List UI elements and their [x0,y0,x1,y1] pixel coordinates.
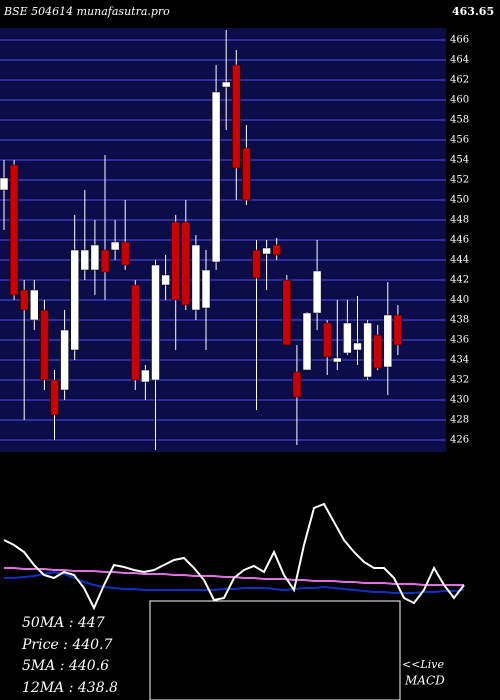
y-tick-label: 438 [450,315,469,326]
y-tick-label: 448 [450,215,469,226]
y-tick-label: 454 [450,155,469,166]
indicator-line [3,502,465,611]
y-tick-label: 426 [450,435,469,446]
info-text: 12MA : 438.8 [22,680,118,696]
candle-body [171,221,180,301]
candle-body [131,284,140,381]
candle-body [353,342,362,351]
candle-body [312,270,322,314]
candle-body [333,357,342,363]
candle-body [302,312,312,371]
macd-live: <<Live [402,658,444,671]
candle-body [262,247,271,255]
candle-body [161,274,170,286]
y-tick-label: 436 [450,335,469,346]
candle-body [30,289,39,321]
y-tick-label: 456 [450,135,469,146]
y-tick-label: 452 [450,175,469,186]
candle-body [343,322,352,354]
candle-body [50,379,59,416]
y-tick-label: 432 [450,375,469,386]
info-text: 5MA : 440.6 [22,658,109,674]
candle-body [40,309,49,381]
candle-body [363,322,372,378]
candle-body [9,164,19,296]
info-text: Price : 440.7 [21,637,113,653]
candle-body [232,64,241,169]
y-tick-label: 450 [450,195,469,206]
candle-body [272,244,281,256]
candle-body [211,91,221,263]
chart-title: BSE 504614 munafasutra.pro [3,5,170,18]
y-tick-label: 442 [450,275,469,286]
candle-body [70,249,79,351]
y-tick-label: 440 [450,295,469,306]
candle-body [0,177,9,191]
candle-body [292,371,302,398]
candle-body [242,147,251,201]
y-tick-label: 434 [450,355,469,366]
candle-body [110,241,120,251]
indicator-line [4,570,465,594]
y-tick-label: 458 [450,115,469,126]
candle-body [141,369,150,383]
candle-body [151,264,160,381]
candle-body [282,279,292,346]
candle-body [252,249,261,279]
candle-body [221,81,231,88]
candle-body [393,314,403,346]
y-tick-label: 466 [450,35,469,46]
macd-label: MACD [404,674,445,688]
y-tick-label: 460 [450,95,469,106]
candle-body [191,244,201,311]
y-tick-label: 446 [450,235,469,246]
marks [0,30,465,611]
y-tick-label: 444 [450,255,469,266]
candle-body [181,221,191,306]
y-tick-label: 430 [450,395,469,406]
candle-body [60,329,69,391]
candle-body [100,249,110,273]
candle-body [19,289,29,311]
candle-body [373,334,382,369]
top-label: 463.65 [452,5,494,18]
candle-body [201,269,211,309]
candle-body [322,322,332,358]
candle-body [383,314,393,368]
y-tick-label: 462 [450,75,469,86]
y-tick-label: 428 [450,415,469,426]
info-text: 50MA : 447 [22,615,105,631]
candle-body [90,244,100,271]
candle-body [120,241,130,266]
macd-box [149,600,401,700]
candle-body [80,249,90,271]
y-tick-label: 464 [450,55,469,66]
